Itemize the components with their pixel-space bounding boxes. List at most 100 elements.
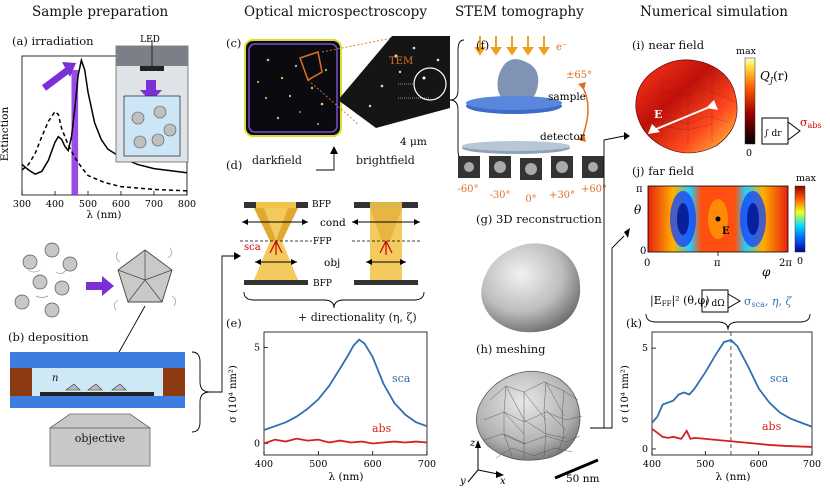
sigma-sca-label: σsca, η, ζ [744, 295, 792, 309]
column-title-stem: STEM tomography [455, 4, 584, 20]
series-label-abs: abs [762, 420, 782, 433]
x-tick-label: 500 [309, 459, 327, 470]
near-field-render [635, 57, 801, 154]
theta-tick-pi: π [636, 184, 643, 195]
directionality-label: + directionality (η, ζ) [298, 311, 417, 324]
darkfield-label: darkfield [252, 154, 302, 167]
sigma-abs-label: σabs [800, 116, 822, 130]
obj-label: obj [324, 257, 340, 269]
x-tick-label: 400 [255, 459, 273, 470]
y-tick-label: 0 [254, 438, 260, 449]
series-line-abs [263, 437, 428, 445]
irradiation-arrow-head [62, 62, 76, 77]
x-tick-label: 300 [13, 199, 31, 210]
deposition-illustration [10, 352, 185, 467]
phi-tick-pi: π [714, 258, 721, 269]
ffp-label: FFP [313, 237, 332, 247]
irradiation-band [71, 70, 79, 195]
series-label-abs: abs [372, 422, 392, 435]
led-label: LED [140, 35, 160, 45]
far-field-map [647, 185, 806, 313]
panel-h-label: (h) meshing [476, 342, 546, 356]
bfp-top-label: BFP [312, 200, 331, 210]
near-field-E-label: E [654, 108, 662, 121]
darkfield-diagram [240, 202, 312, 285]
tilt-label: +30° [549, 190, 575, 201]
panel-i-label: (i) near field [632, 38, 705, 52]
irradiation-arrow [41, 67, 71, 91]
mesh-to-far-field-connector [590, 235, 625, 429]
tilt-label: -60° [457, 184, 478, 195]
column-title-optical: Optical microspectroscopy [244, 4, 427, 20]
stem-tomography-illustration [458, 36, 604, 180]
panel-k-label: (k) [626, 316, 642, 330]
x-tick-label: 800 [178, 199, 196, 210]
series-label-sca: sca [392, 372, 411, 385]
tilt-label: -30° [489, 190, 510, 201]
x-tick-label: 700 [418, 459, 436, 470]
panel-b-label: (b) deposition [8, 330, 89, 344]
series-line-abs [651, 428, 813, 448]
objective-label: objective [74, 432, 126, 445]
x-tick-label: 500 [696, 459, 714, 470]
sca-label: sca [244, 242, 261, 253]
particle-assembly-illustration [14, 242, 176, 318]
x-tick-label: 600 [112, 199, 130, 210]
axis-z-label: z [469, 438, 476, 449]
column-title-sample-prep: Sample preparation [32, 4, 169, 20]
series-label-sca: sca [770, 372, 789, 385]
darkfield-image [244, 39, 342, 137]
near-field-zero-label: 0 [746, 148, 752, 159]
reconstruction-render [481, 243, 581, 333]
tilt-range-label: ±65° [566, 70, 592, 81]
chart-e-ylabel: σ (10⁴ nm²) [228, 365, 239, 423]
panel-f-label: (f) [476, 38, 490, 52]
tem-label: TEM [389, 56, 413, 67]
volume-integral-label: ∫ dr [764, 129, 782, 139]
panel-e-label: (e) [226, 316, 242, 330]
theta-tick-zero: 0 [640, 246, 646, 257]
chart-k-ylabel: σ (10⁴ nm²) [620, 365, 631, 423]
brightfield-diagram [352, 202, 420, 285]
f-brace [449, 39, 465, 161]
phi-tick-zero: 0 [644, 258, 650, 269]
chart-a-ylabel: Extinction [0, 107, 11, 162]
tilt-label: +60° [581, 184, 607, 195]
phi-tick-2pi: 2π [779, 258, 792, 269]
d-brace [243, 291, 425, 309]
chart-a-xlabel: λ (nm) [87, 209, 122, 221]
brightfield-label: brightfield [356, 154, 415, 167]
far-field-E-label: E [722, 226, 730, 237]
series-line-sca [263, 338, 428, 431]
mesh-render [467, 370, 599, 483]
mesh-scale-label: 50 nm [566, 473, 599, 485]
tem-image [338, 36, 450, 132]
panel-d-label: (d) [226, 158, 243, 172]
tilt-label: 0° [525, 194, 536, 205]
c-to-d-connector [316, 152, 335, 171]
x-tick-label: 700 [803, 459, 821, 470]
mesh-to-near-field-connector [590, 135, 625, 429]
panel-j-label: (j) far field [632, 164, 694, 178]
detector-label: detector [540, 131, 586, 143]
near-field-max-label: max [736, 46, 757, 57]
panel-g-label: (g) 3D reconstruction [476, 212, 602, 226]
phi-axis-label: φ [762, 265, 771, 279]
far-field-expression: |EFF|² (θ,φ) [650, 294, 710, 308]
theta-axis-label: θ [634, 203, 642, 217]
qj-label: QJ(r) [760, 69, 788, 85]
x-tick-label: 700 [145, 199, 163, 210]
brace-to-optical [191, 351, 211, 433]
x-tick-label: 600 [364, 459, 382, 470]
refractive-index-label: n [52, 373, 59, 384]
panel-a-label: (a) irradiation [12, 34, 94, 48]
x-tick-label: 400 [46, 199, 64, 210]
bfp-bottom-label: BFP [313, 279, 332, 289]
j-brace [645, 313, 811, 331]
far-field-max-label: max [796, 173, 817, 184]
sample-label: sample [548, 91, 586, 103]
y-tick-label: 0 [642, 444, 648, 455]
column-title-numerical: Numerical simulation [640, 4, 788, 20]
chart-k-xlabel: λ (nm) [716, 471, 751, 483]
chart-e-xlabel: λ (nm) [329, 471, 364, 483]
